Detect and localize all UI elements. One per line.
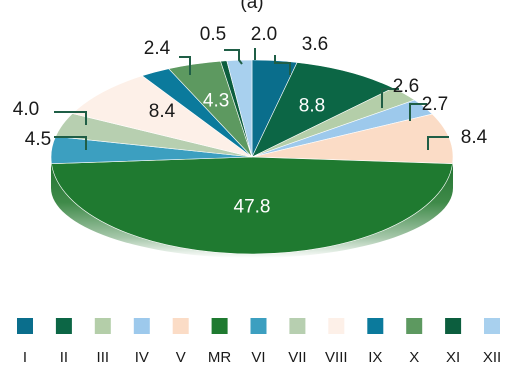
legend-label-iv: IV [135,349,149,366]
value-label-v: 8.4 [461,127,488,148]
legend-swatch-ix [367,318,384,334]
leader-line-xi [224,49,243,65]
legend-label-ii: II [60,349,68,366]
legend-label-xii: XII [483,349,501,366]
legend-swatch-mr [211,318,228,334]
legend-label-iii: III [97,349,110,366]
legend-swatch-vi [250,318,267,334]
value-label-vii: 4.0 [13,99,39,120]
legend-swatch-xi [445,318,462,334]
legend-label-vii: VII [288,349,306,366]
value-label-mr: 47.8 [234,197,271,218]
legend-swatch-x [406,318,423,334]
value-label-i: 3.6 [302,34,328,55]
leader-line-iv [409,103,427,121]
pie-slice-mr [51,156,453,255]
legend-swatch-i [17,318,33,334]
value-label-ii: 8.8 [299,95,325,116]
value-label-x: 4.3 [203,90,229,111]
value-label-iv: 2.7 [422,94,448,115]
legend-label-mr: MR [208,349,231,366]
legend-label-vi: VI [251,349,265,366]
legend-swatch-iii [94,318,111,334]
value-label-xi: 0.5 [200,24,226,45]
leader-line-vii [54,111,87,125]
legend-swatch-xii [484,318,500,334]
leader-line-vi [54,136,87,150]
legend-swatch-vii [289,318,306,334]
legend-swatch-iv [133,318,150,334]
leader-line-iii [381,88,399,108]
legend-swatch-v [172,318,189,334]
legend: I II III IV V MR VI VII VIII IX X XI XII [17,318,501,366]
legend-label-viii: VIII [325,349,348,366]
pie-slice-v [251,113,454,165]
legend-label-xi: XI [446,349,460,366]
legend-label-i: I [23,349,27,366]
legend-swatch-ii [55,318,72,334]
leader-line-ix [179,56,191,75]
legend-swatch-viii [328,318,345,334]
legend-label-x: X [409,349,419,366]
value-label-vi: 4.5 [25,129,51,150]
pie-slice-ii [251,62,394,158]
leader-line-i [274,55,291,75]
leader-line-v [427,136,449,150]
value-label-iii: 2.6 [393,76,419,97]
legend-label-ix: IX [368,349,382,366]
value-label-ix: 2.4 [144,38,171,59]
legend-label-v: V [176,349,186,366]
value-label-xii: 2.0 [251,24,277,45]
value-label-viii: 8.4 [149,101,176,122]
chart-title: (a) [240,0,263,13]
